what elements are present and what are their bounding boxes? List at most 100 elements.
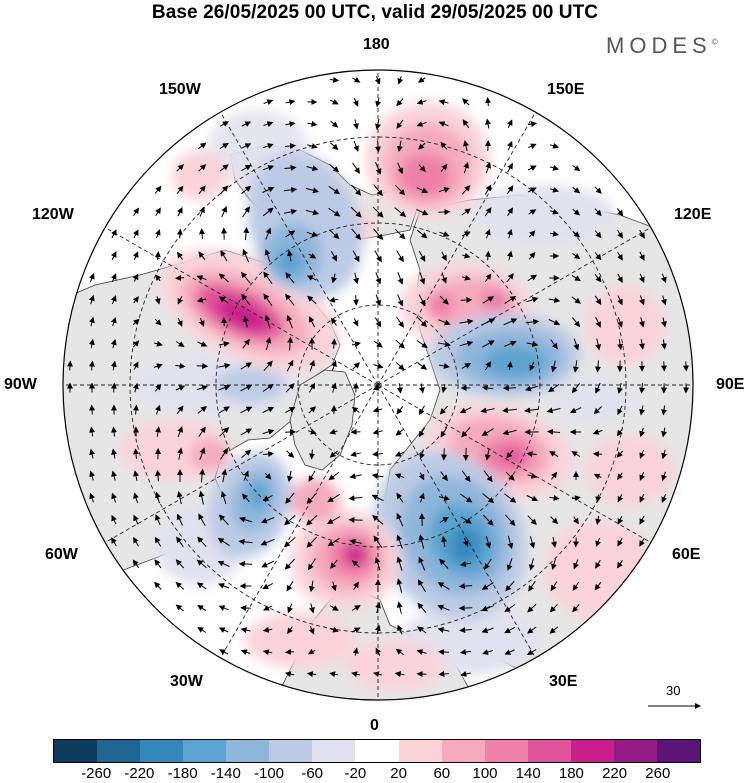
- anomaly-positive-greenland-sea: [290, 478, 340, 522]
- wind-vector: [373, 363, 384, 369]
- wind-vector: [110, 273, 117, 283]
- wind-vector: [617, 338, 623, 351]
- colorbar-cell: [226, 740, 270, 762]
- wind-vector: [218, 514, 229, 526]
- wind-vector: [329, 450, 338, 458]
- meridian-line: [377, 227, 652, 386]
- wind-vector: [218, 627, 229, 633]
- wind-vector: [438, 121, 449, 127]
- colorbar-cell: [140, 740, 184, 762]
- wind-vector: [639, 339, 645, 350]
- wind-vector: [573, 516, 579, 525]
- wind-vector: [88, 360, 95, 371]
- wind-vector: [592, 429, 603, 435]
- wind-vector: [375, 162, 382, 175]
- wind-vector: [481, 318, 496, 326]
- wind-vector: [639, 251, 645, 261]
- wind-vector: [221, 206, 227, 218]
- wind-vector: [154, 536, 162, 547]
- wind-vector: [177, 426, 183, 438]
- anomaly-weak-pos: [545, 520, 655, 620]
- wind-vector: [219, 649, 229, 655]
- wind-vector: [286, 314, 293, 329]
- wind-vector: [527, 121, 538, 128]
- wind-vector: [132, 404, 139, 415]
- wind-vector: [617, 251, 623, 261]
- wind-vector: [461, 185, 471, 195]
- anomaly-weak-pos: [585, 285, 665, 365]
- wind-vector: [572, 581, 580, 591]
- wind-vector: [305, 209, 320, 216]
- wind-vector: [439, 295, 449, 305]
- wind-vector: [458, 605, 473, 612]
- wind-vector: [262, 649, 273, 656]
- wind-vector: [285, 407, 296, 413]
- wind-vector: [328, 296, 339, 303]
- wind-vector: [350, 206, 362, 218]
- wind-vector: [263, 143, 274, 149]
- wind-vector: [506, 361, 513, 370]
- wind-vector: [524, 407, 539, 414]
- wind-vector: [89, 404, 96, 415]
- wind-vector: [197, 341, 208, 347]
- wind-vector: [572, 164, 581, 172]
- wind-vector: [418, 142, 426, 150]
- wind-vector: [441, 383, 448, 393]
- wind-vector: [571, 296, 581, 304]
- wind-vector: [352, 627, 361, 634]
- wind-vector: [372, 428, 383, 435]
- wind-vector: [284, 143, 296, 149]
- wind-vector: [438, 670, 449, 677]
- wind-vector: [593, 473, 602, 480]
- wind-vector: [111, 492, 117, 503]
- wind-vector: [481, 384, 494, 391]
- wind-vector: [327, 516, 341, 524]
- wind-vector: [285, 121, 296, 128]
- wind-vector: [396, 556, 403, 571]
- wind-vector: [177, 447, 184, 460]
- wind-vector: [240, 406, 253, 414]
- wind-vector: [177, 207, 183, 217]
- wind-vector: [238, 538, 253, 545]
- wind-vector: [283, 208, 297, 215]
- wind-vector: [308, 316, 316, 328]
- brand-logo: MODES©: [606, 33, 718, 59]
- wind-vector: [329, 626, 339, 633]
- wind-vector: [437, 582, 450, 590]
- wind-vector: [330, 317, 337, 326]
- wind-vector: [548, 319, 561, 326]
- anomaly-positive-atlantic-core: [343, 544, 367, 566]
- wind-vector: [353, 581, 359, 590]
- anomaly-positive-siberia-core: [481, 288, 509, 312]
- wind-vector: [418, 164, 426, 173]
- wind-vector: [88, 272, 95, 283]
- wind-vector: [330, 251, 338, 262]
- wind-vector: [352, 318, 359, 327]
- wind-vector: [283, 537, 296, 548]
- wind-vector: [527, 143, 537, 150]
- wind-vector: [463, 140, 469, 152]
- wind-vector: [285, 383, 295, 393]
- wind-vector: [327, 493, 341, 503]
- wind-vector: [594, 273, 602, 283]
- meridian-line: [220, 111, 379, 386]
- wind-vector: [505, 580, 515, 592]
- anomaly-weak-pos: [245, 612, 355, 668]
- wind-vector: [242, 206, 250, 218]
- wind-vector: [198, 513, 206, 526]
- wind-vector: [330, 559, 338, 569]
- wind-vector: [459, 406, 472, 414]
- wind-vector: [329, 428, 338, 435]
- wind-vector: [437, 341, 451, 348]
- wind-vector: [549, 142, 560, 149]
- wind-vector: [350, 451, 361, 457]
- wind-vector: [306, 165, 319, 172]
- anomaly-weak-pos: [585, 435, 675, 505]
- wind-vector: [89, 448, 96, 459]
- wind-vector: [682, 361, 689, 372]
- wind-vector: [639, 471, 646, 481]
- wind-vector: [418, 405, 425, 416]
- colorbar-tick-label: 140: [515, 765, 541, 782]
- wind-vector: [198, 318, 205, 327]
- wind-vector: [549, 494, 560, 501]
